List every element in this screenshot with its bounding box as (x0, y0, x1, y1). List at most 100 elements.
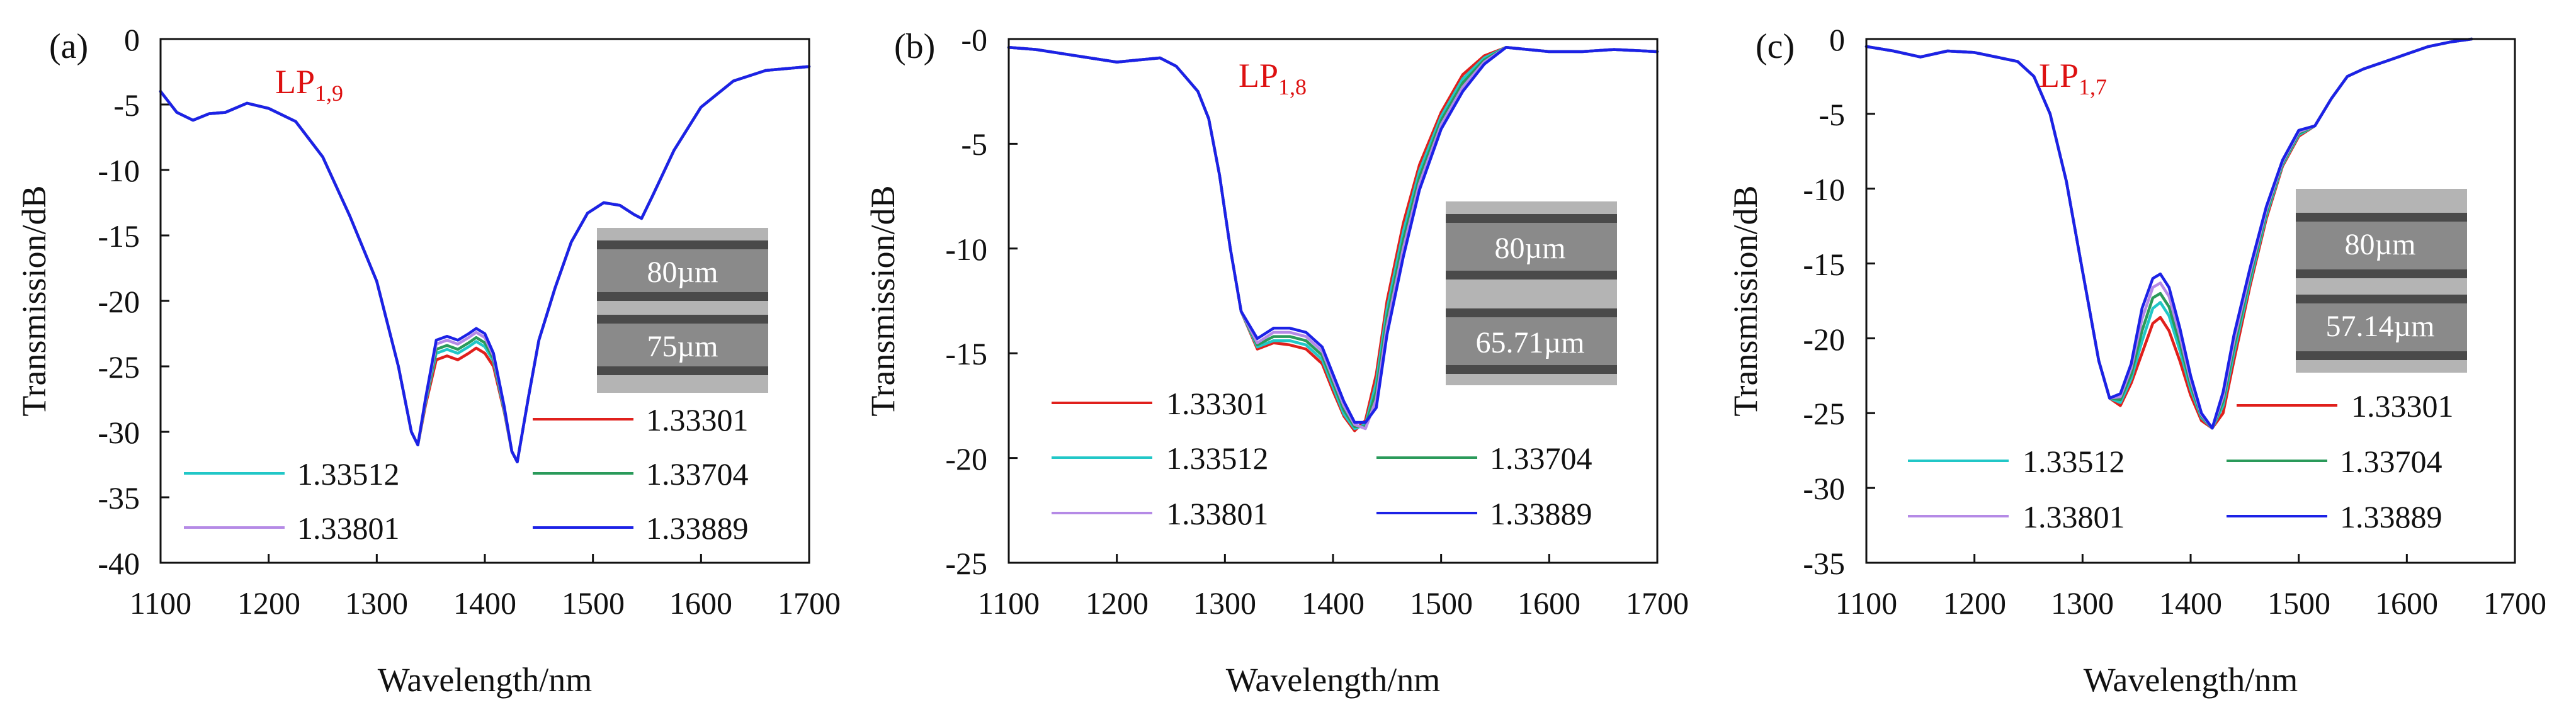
axes-frame (1865, 38, 2516, 564)
x-tick-label: 1300 (345, 585, 408, 621)
legend-label: 1.33301 (2351, 388, 2454, 424)
legend-label: 1.33512 (2023, 444, 2125, 479)
x-tick-label: 1400 (453, 585, 516, 621)
fiber-core-top (597, 249, 768, 292)
y-tick-label: -15 (1803, 247, 1845, 282)
plot-area (159, 38, 811, 564)
y-tick-label: -5 (113, 88, 140, 123)
y-tick-labels: -0 -5 -10 -15 -20 -25 (945, 22, 987, 581)
x-tick-labels: 1100 1200 1300 1400 1500 1600 1700 (1836, 585, 2546, 621)
y-tick-label: -25 (1803, 396, 1845, 431)
panel-b: (b) -0 -5 -10 -15 -20 -25 1100 1200 1300… (864, 22, 1689, 699)
legend: 1.33301 1.33512 1.33704 1.33801 1.33889 (1908, 388, 2454, 534)
inset-micrograph: 80µm 65.71µm (1446, 201, 1617, 385)
y-tick-label: -25 (98, 349, 140, 385)
y-tick-label: -25 (945, 546, 987, 581)
legend-label: 1.33301 (1166, 386, 1269, 421)
y-axis-label: Transmission/dB (15, 185, 53, 416)
mode-annotation-text: LP (1239, 57, 1278, 94)
y-tick-label: -10 (1803, 172, 1845, 207)
y-tick-label: -0 (961, 22, 987, 57)
y-tick-label: -30 (98, 415, 140, 450)
inset-top-label: 80µm (2345, 228, 2416, 261)
panel-label: (b) (894, 27, 935, 66)
x-tick-label: 1200 (1086, 585, 1149, 621)
y-tick-label: 0 (124, 22, 140, 57)
y-tick-label: -35 (98, 480, 140, 516)
inset-micrograph: 80µm 75µm (597, 228, 768, 393)
y-tick-label: -40 (98, 546, 140, 581)
legend-label: 1.33801 (1166, 496, 1269, 531)
plot-area (1007, 38, 1659, 564)
series-line-1-33889 (1007, 46, 1659, 424)
x-tick-labels: 1100 1200 1300 1400 1500 1600 1700 (130, 585, 841, 621)
y-tick-label: -20 (945, 441, 987, 477)
x-axis-label: Wavelength/nm (1226, 661, 1441, 699)
x-tick-label: 1200 (237, 585, 300, 621)
y-tick-label: -5 (1819, 97, 1845, 132)
legend: 1.33301 1.33512 1.33704 1.33801 1.33889 (1052, 386, 1592, 531)
x-tick-label: 1600 (669, 585, 732, 621)
y-tick-label: -10 (98, 153, 140, 188)
fiber-core-bottom (597, 324, 768, 366)
y-tick-label: -15 (945, 336, 987, 371)
series-line-1-33889 (1864, 37, 2473, 430)
y-tick-labels: 0 -5 -10 -15 -20 -25 -30 -35 -40 (98, 22, 140, 581)
panel-label: (c) (1756, 27, 1795, 66)
panel-label: (a) (49, 27, 88, 66)
panel-a: (a) 0 -5 -10 -15 -20 -25 -30 -35 -40 110… (15, 22, 841, 699)
x-tick-label: 1700 (1626, 585, 1689, 621)
mode-annotation-text: LP (2039, 57, 2079, 94)
x-tick-label: 1400 (1302, 585, 1365, 621)
fiber-core-top (2296, 222, 2467, 269)
y-tick-label: -20 (1803, 322, 1845, 357)
legend: 1.33301 1.33512 1.33704 1.33801 1.33889 (184, 402, 749, 546)
plot-area (1864, 37, 2516, 564)
x-axis-label: Wavelength/nm (378, 661, 593, 699)
x-tick-label: 1500 (1410, 585, 1473, 621)
y-tick-label: -35 (1803, 546, 1845, 581)
inset-bottom-label: 65.71µm (1476, 326, 1585, 359)
legend-label: 1.33301 (646, 402, 749, 438)
axes-frame (159, 38, 810, 564)
x-tick-label: 1700 (778, 585, 841, 621)
mode-annotation: LP1,8 (1239, 57, 1307, 99)
x-tick-label: 1600 (2375, 585, 2438, 621)
inset-bottom-label: 57.14µm (2326, 310, 2435, 343)
x-tick-label: 1200 (1943, 585, 2006, 621)
legend-label: 1.33801 (297, 511, 400, 546)
legend-label: 1.33889 (1490, 496, 1592, 531)
x-tick-label: 1300 (2051, 585, 2114, 621)
legend-label: 1.33704 (1490, 441, 1592, 476)
mode-annotation-text: LP (275, 63, 315, 101)
fiber-core-top (1446, 223, 1617, 271)
mode-annotation-sub: 1,8 (1278, 74, 1307, 99)
x-axis-label: Wavelength/nm (2084, 661, 2298, 699)
panel-c: (c) 0 -5 -10 -15 -20 -25 -30 -35 1100 12… (1727, 22, 2546, 699)
y-axis-label: Transmission/dB (864, 185, 902, 416)
fiber-core-bottom (1446, 317, 1617, 365)
mode-annotation-sub: 1,7 (2079, 74, 2107, 99)
x-tick-label: 1600 (1518, 585, 1580, 621)
x-tick-label: 1700 (2483, 585, 2546, 621)
inset-top-label: 80µm (1495, 232, 1566, 265)
x-tick-label: 1100 (978, 585, 1040, 621)
y-tick-label: -15 (98, 218, 140, 254)
legend-label: 1.33889 (646, 511, 749, 546)
inset-bottom-label: 75µm (647, 330, 718, 363)
x-tick-label: 1500 (2267, 585, 2330, 621)
y-tick-labels: 0 -5 -10 -15 -20 -25 -30 -35 (1803, 22, 1845, 581)
y-tick-label: 0 (1829, 22, 1845, 57)
inset-top-label: 80µm (647, 256, 718, 289)
legend-label: 1.33704 (646, 456, 749, 492)
fiber-core-bottom (2296, 303, 2467, 351)
legend-label: 1.33512 (297, 456, 400, 492)
y-tick-label: -5 (961, 127, 987, 162)
mode-annotation-sub: 1,9 (315, 81, 343, 106)
x-tick-label: 1100 (130, 585, 191, 621)
x-tick-label: 1400 (2159, 585, 2222, 621)
series-line-1-33889 (159, 65, 811, 464)
x-tick-labels: 1100 1200 1300 1400 1500 1600 1700 (978, 585, 1689, 621)
inset-micrograph: 80µm 57.14µm (2296, 189, 2467, 373)
legend-label: 1.33801 (2023, 499, 2125, 534)
